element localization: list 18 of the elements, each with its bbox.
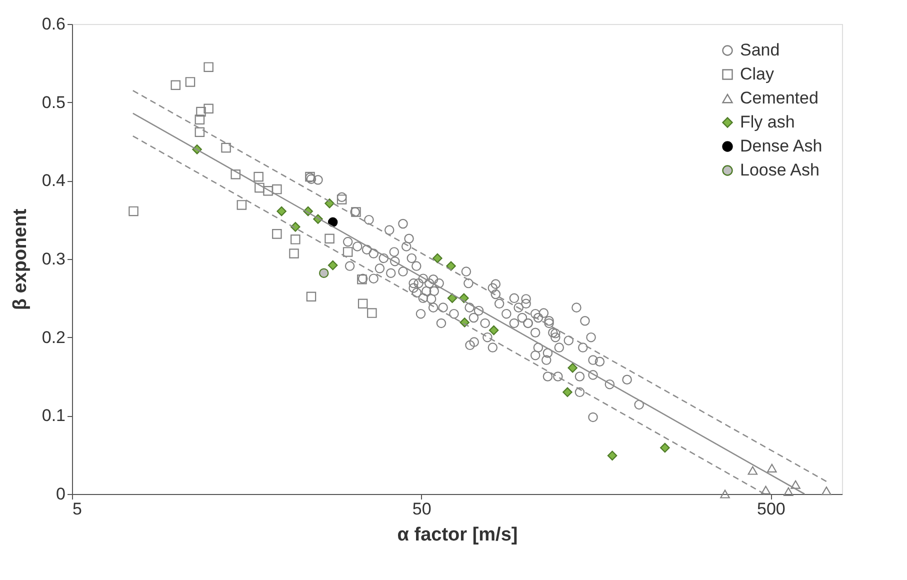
y-tick-label: 0.1 (42, 406, 66, 426)
legend-label: Dense Ash (740, 136, 822, 156)
y-tick-label: 0.4 (42, 171, 66, 190)
x-axis-title: α factor [m/s] (397, 524, 518, 546)
y-axis-title: β exponent (10, 208, 31, 310)
legend-label: Sand (740, 40, 780, 60)
x-tick-label: 50 (412, 500, 432, 518)
y-tick-label: 0 (56, 484, 66, 504)
legend-label: Clay (740, 64, 775, 84)
x-tick-label: 5 (72, 500, 82, 518)
y-tick-label: 0.6 (42, 14, 66, 34)
x-tick-label: 500 (757, 500, 786, 518)
y-tick-label: 0.3 (42, 250, 66, 268)
legend-label: Loose Ash (740, 160, 820, 180)
y-tick-label: 0.5 (42, 92, 66, 112)
legend-label: Cemented (740, 88, 818, 108)
legend-label: Fly ash (740, 112, 795, 132)
y-tick-label: 0.2 (42, 328, 66, 347)
